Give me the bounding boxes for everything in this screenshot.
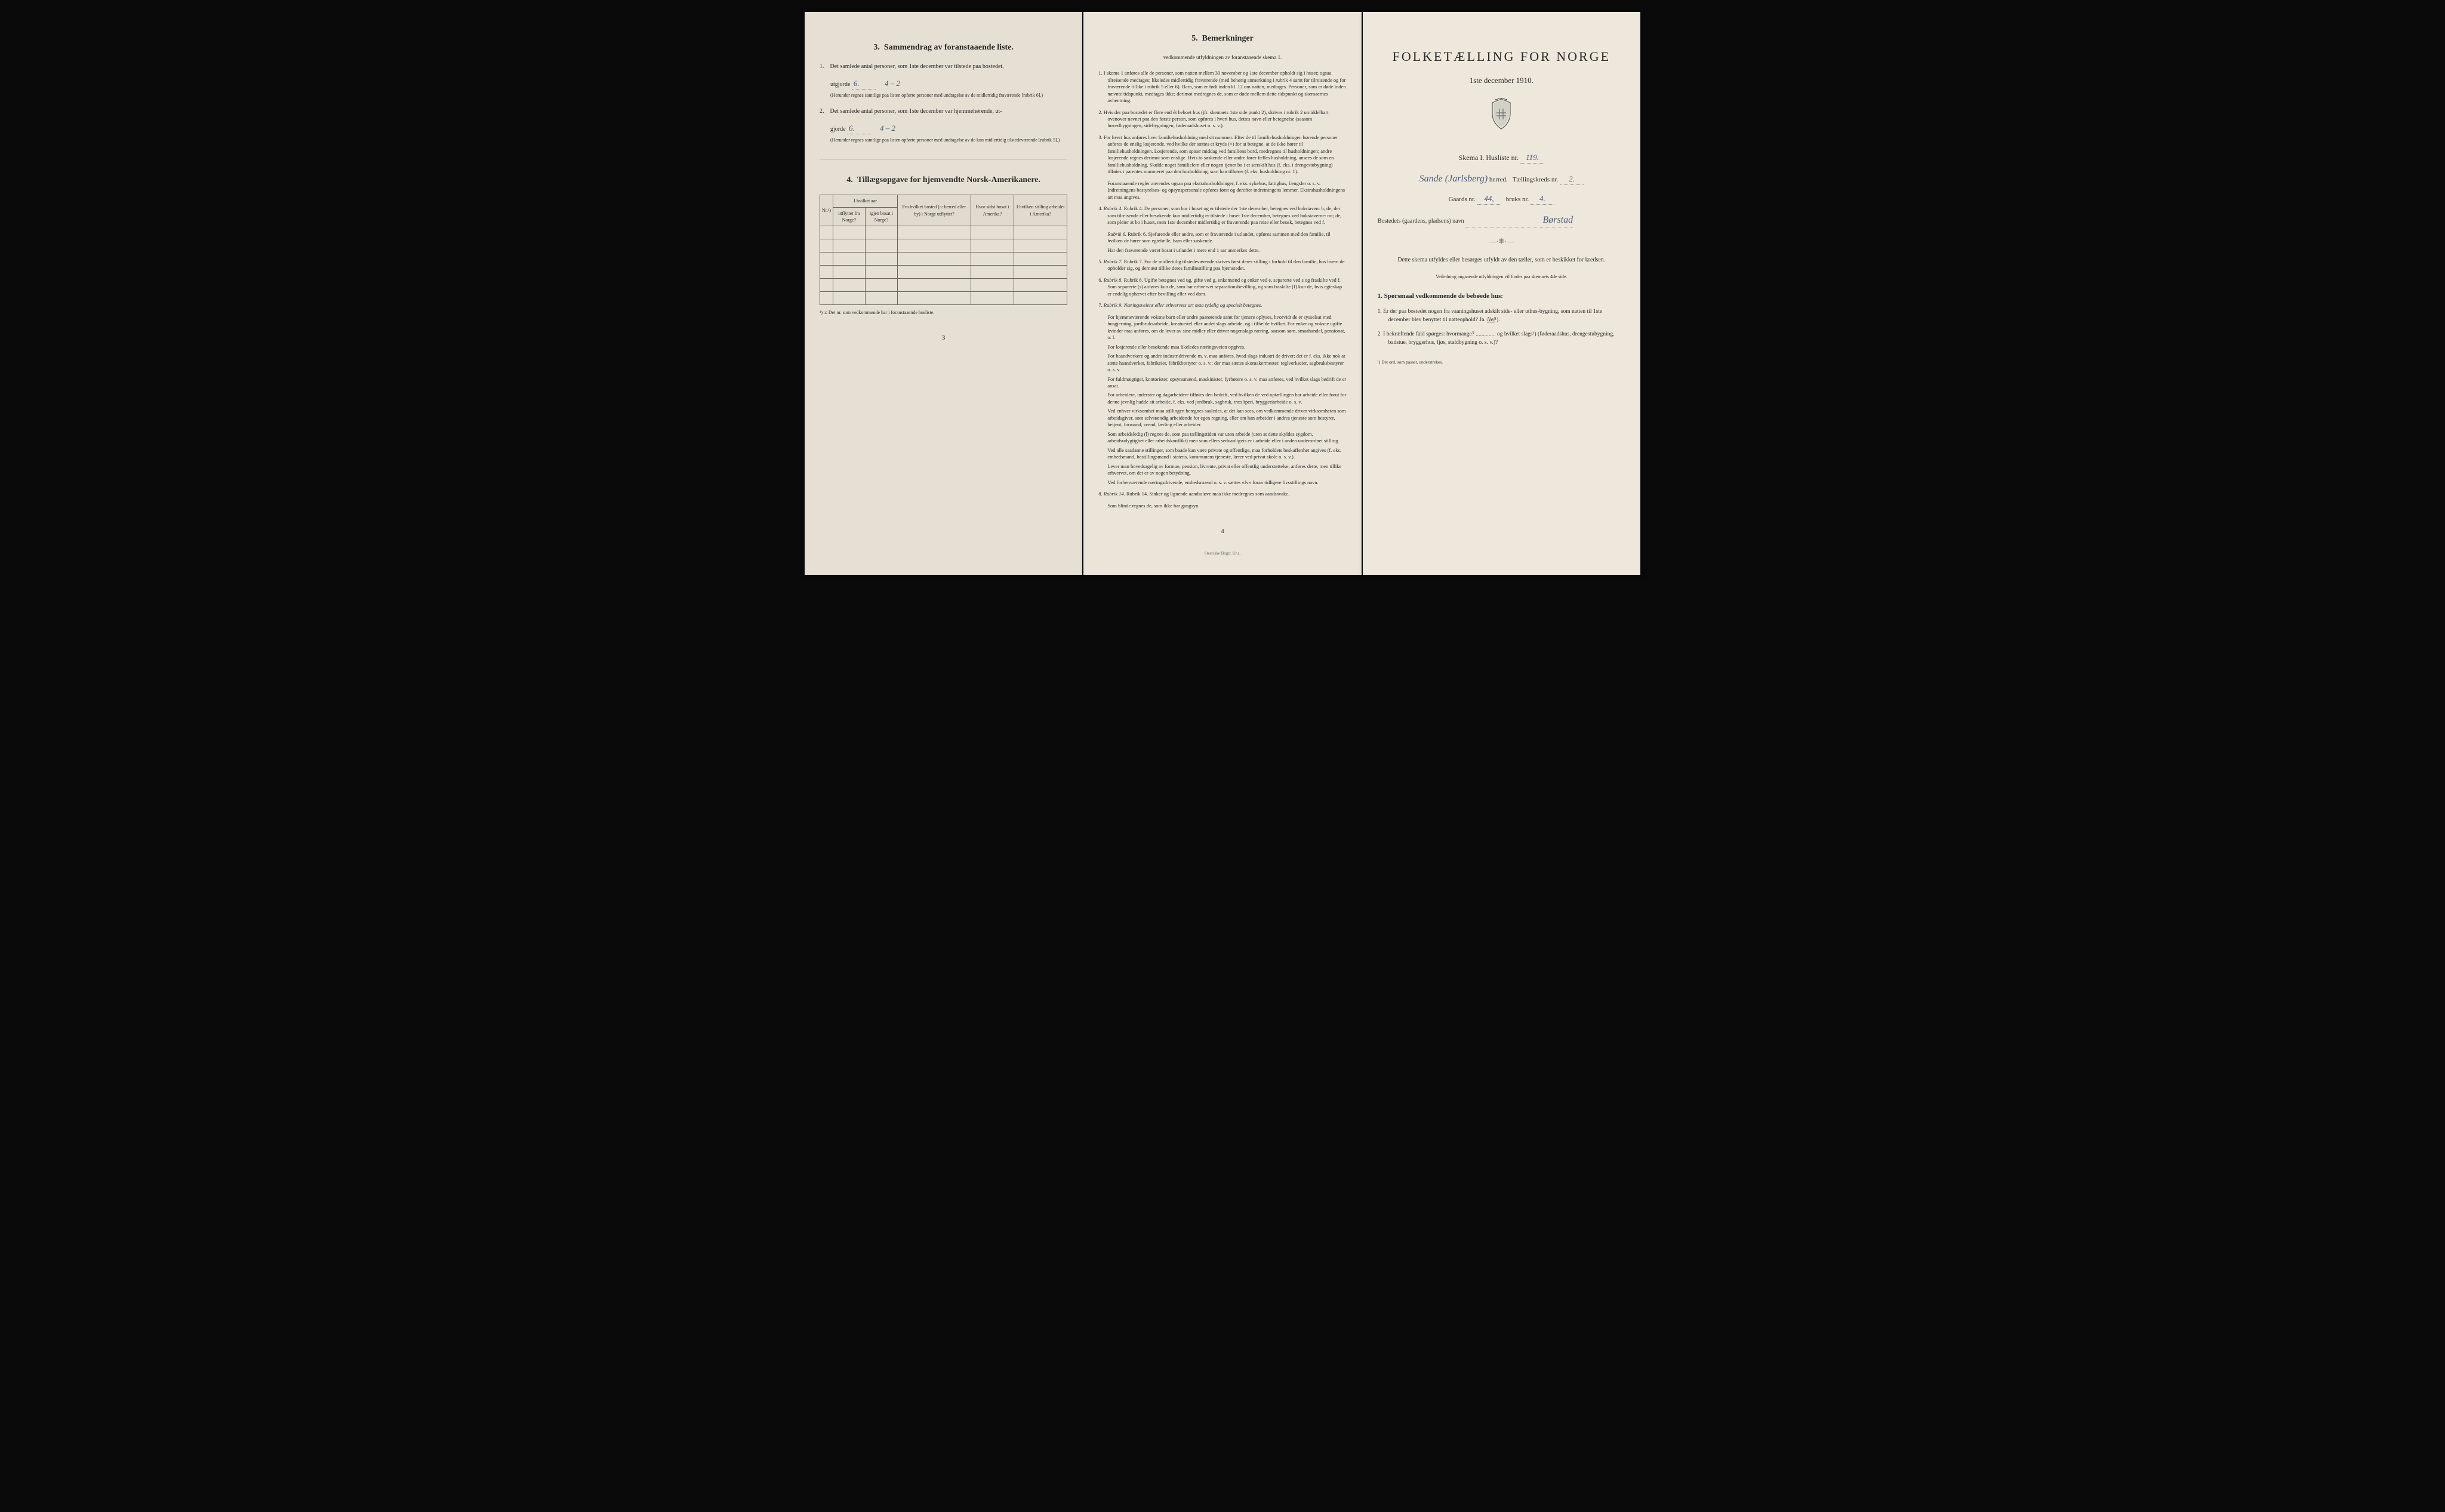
remark-subitem: Har den fraværende været bosat i utlande…: [1107, 247, 1346, 254]
question-2: 2. I bekræftende fald spørges: hvormange…: [1378, 330, 1625, 347]
remark-subitem: Ved enhver virksomhet maa stillingen bet…: [1107, 408, 1346, 428]
printer-mark: Steen'ske Bogtr. Kr.a.: [1098, 551, 1346, 557]
remark-subitem: Som blinde regnes de, som ikke har gangs…: [1107, 503, 1346, 509]
remark-subitem: For haandverkere og andre industridriven…: [1107, 353, 1346, 373]
questions-title: 1. Spørsmaal vedkommende de bebøede hus:: [1378, 292, 1625, 301]
remark-item: 4. Rubrik 4. Rubrik 4. De personer, som …: [1098, 205, 1346, 226]
remark-item: 8. Rubrik 14. Rubrik 14. Sinker og ligne…: [1098, 491, 1346, 497]
col-stilling: I hvilken stilling arbeidet i Amerika?: [1014, 195, 1067, 226]
col-aar: I hvilket aar: [833, 195, 898, 207]
remark-subitem: For arbeidere, inderster og dagarbeidere…: [1107, 392, 1346, 405]
middle-panel: 5. Bemerkninger vedkommende utfyldningen…: [1083, 12, 1361, 575]
table-row: [820, 252, 1067, 265]
summary-item-1: 1. Det samlede antal personer, som 1ste …: [820, 63, 1067, 71]
question-1: 1. Er der paa bostedet nogen fra vaaning…: [1378, 307, 1625, 325]
remarks-list: 1. I skema 1 anføres alle de personer, s…: [1098, 70, 1346, 509]
section-3-title: 3. Sammendrag av foranstaaende liste.: [820, 42, 1067, 54]
remark-item: 1. I skema 1 anføres alle de personer, s…: [1098, 70, 1346, 104]
remark-item: 7. Rubrik 9. Næringsveiens eller erhverv…: [1098, 302, 1346, 309]
document-title: FOLKETÆLLING FOR NORGE: [1378, 48, 1625, 66]
remark-subitem: For fuldmægtiger, kontorister, opsynsmæn…: [1107, 376, 1346, 390]
remark-subitem: Foranstaaende regler anvendes ogsaa paa …: [1107, 180, 1346, 201]
summary-note-2: (Herunder regnes samtlige paa listen opf…: [830, 137, 1067, 143]
summary-item-2: 2. Det samlede antal personer, som 1ste …: [820, 107, 1067, 116]
summary-value-2: gjorde 6. 4 – 2: [830, 123, 1067, 134]
page-number-4: 4: [1098, 527, 1346, 536]
remark-item: 5. Rubrik 7. Rubrik 7. For de midlertidi…: [1098, 258, 1346, 272]
col-igjen: igjen bosat i Norge?: [865, 207, 898, 226]
census-document: 3. Sammendrag av foranstaaende liste. 1.…: [805, 12, 1640, 575]
remark-subitem: Lever man hovedsagelig av formue, pensio…: [1107, 463, 1346, 477]
remark-subitem: Ved alle saadanne stillinger, som baade …: [1107, 447, 1346, 461]
instruction-1: Dette skema utfyldes eller besørges utfy…: [1378, 255, 1625, 264]
bosted-line: Bostedets (gaardens, pladsens) navn Børs…: [1378, 214, 1625, 227]
remark-subitem: Ved forhenværende næringsdrivende, embed…: [1107, 479, 1346, 486]
emigrant-table: Nr.¹) I hvilket aar Fra hvilket bosted (…: [820, 195, 1067, 305]
remark-subitem: For losjerende eller besøkende maa likel…: [1107, 344, 1346, 350]
table-row: [820, 291, 1067, 304]
summary-value-1: utgjorde 6. 4 – 2: [830, 78, 1067, 90]
remark-item: 3. For hvert hus anføres hver familiehus…: [1098, 134, 1346, 175]
instruction-2: Veiledning angaaende utfyldningen vil fi…: [1378, 273, 1625, 280]
right-panel: FOLKETÆLLING FOR NORGE 1ste december 191…: [1363, 12, 1640, 575]
ornament-icon: ––·❋·––: [1378, 236, 1625, 247]
table-row: [820, 226, 1067, 239]
table-row: [820, 278, 1067, 291]
remark-subitem: For hjemmeværende voksne barn eller andr…: [1107, 314, 1346, 341]
crest-icon: [1378, 98, 1625, 140]
col-bosted: Fra hvilket bosted (ɔ: herred eller by) …: [898, 195, 971, 226]
questions-block: 1. Spørsmaal vedkommende de bebøede hus:…: [1378, 292, 1625, 347]
footnote: ¹) Det ord, som passer, understrekes.: [1378, 359, 1625, 366]
table-footnote: ¹) ɔ: Det nr. som vedkommende har i fora…: [820, 310, 1067, 316]
remark-item: 2. Hvis der paa bostedet er flere end ét…: [1098, 109, 1346, 130]
skema-line: Skema I. Husliste nr. 119.: [1378, 152, 1625, 164]
remark-item: 6. Rubrik 8. Rubrik 8. Ugifte betegnes v…: [1098, 277, 1346, 297]
section-4-title: 4. Tillægsopgave for hjemvendte Norsk-Am…: [820, 174, 1067, 186]
remark-subitem: Rubrik 6. Rubrik 6. Sjøfarende eller and…: [1107, 231, 1346, 245]
table-row: [820, 265, 1067, 278]
summary-note-1: (Herunder regnes samtlige paa listen opf…: [830, 93, 1067, 98]
herred-line: Sande (Jarlsberg) herred. Tællingskreds …: [1378, 173, 1625, 186]
left-panel: 3. Sammendrag av foranstaaende liste. 1.…: [805, 12, 1082, 575]
section-5-title: 5. Bemerkninger: [1098, 33, 1346, 45]
remark-subitem: Som arbeidsledig (l) regnes de, som paa …: [1107, 431, 1346, 445]
col-nr: Nr.¹): [820, 195, 833, 226]
col-utflyttet: utflyttet fra Norge?: [833, 207, 866, 226]
col-sidst: Hvor sidst bosat i Amerika?: [971, 195, 1014, 226]
gaards-line: Gaards nr. 44, bruks nr. 4.: [1378, 193, 1625, 205]
page-number-3: 3: [820, 334, 1067, 343]
section-5-subtitle: vedkommende utfyldningen av foranstaaend…: [1098, 54, 1346, 61]
census-date: 1ste december 1910.: [1378, 75, 1625, 86]
table-row: [820, 239, 1067, 252]
